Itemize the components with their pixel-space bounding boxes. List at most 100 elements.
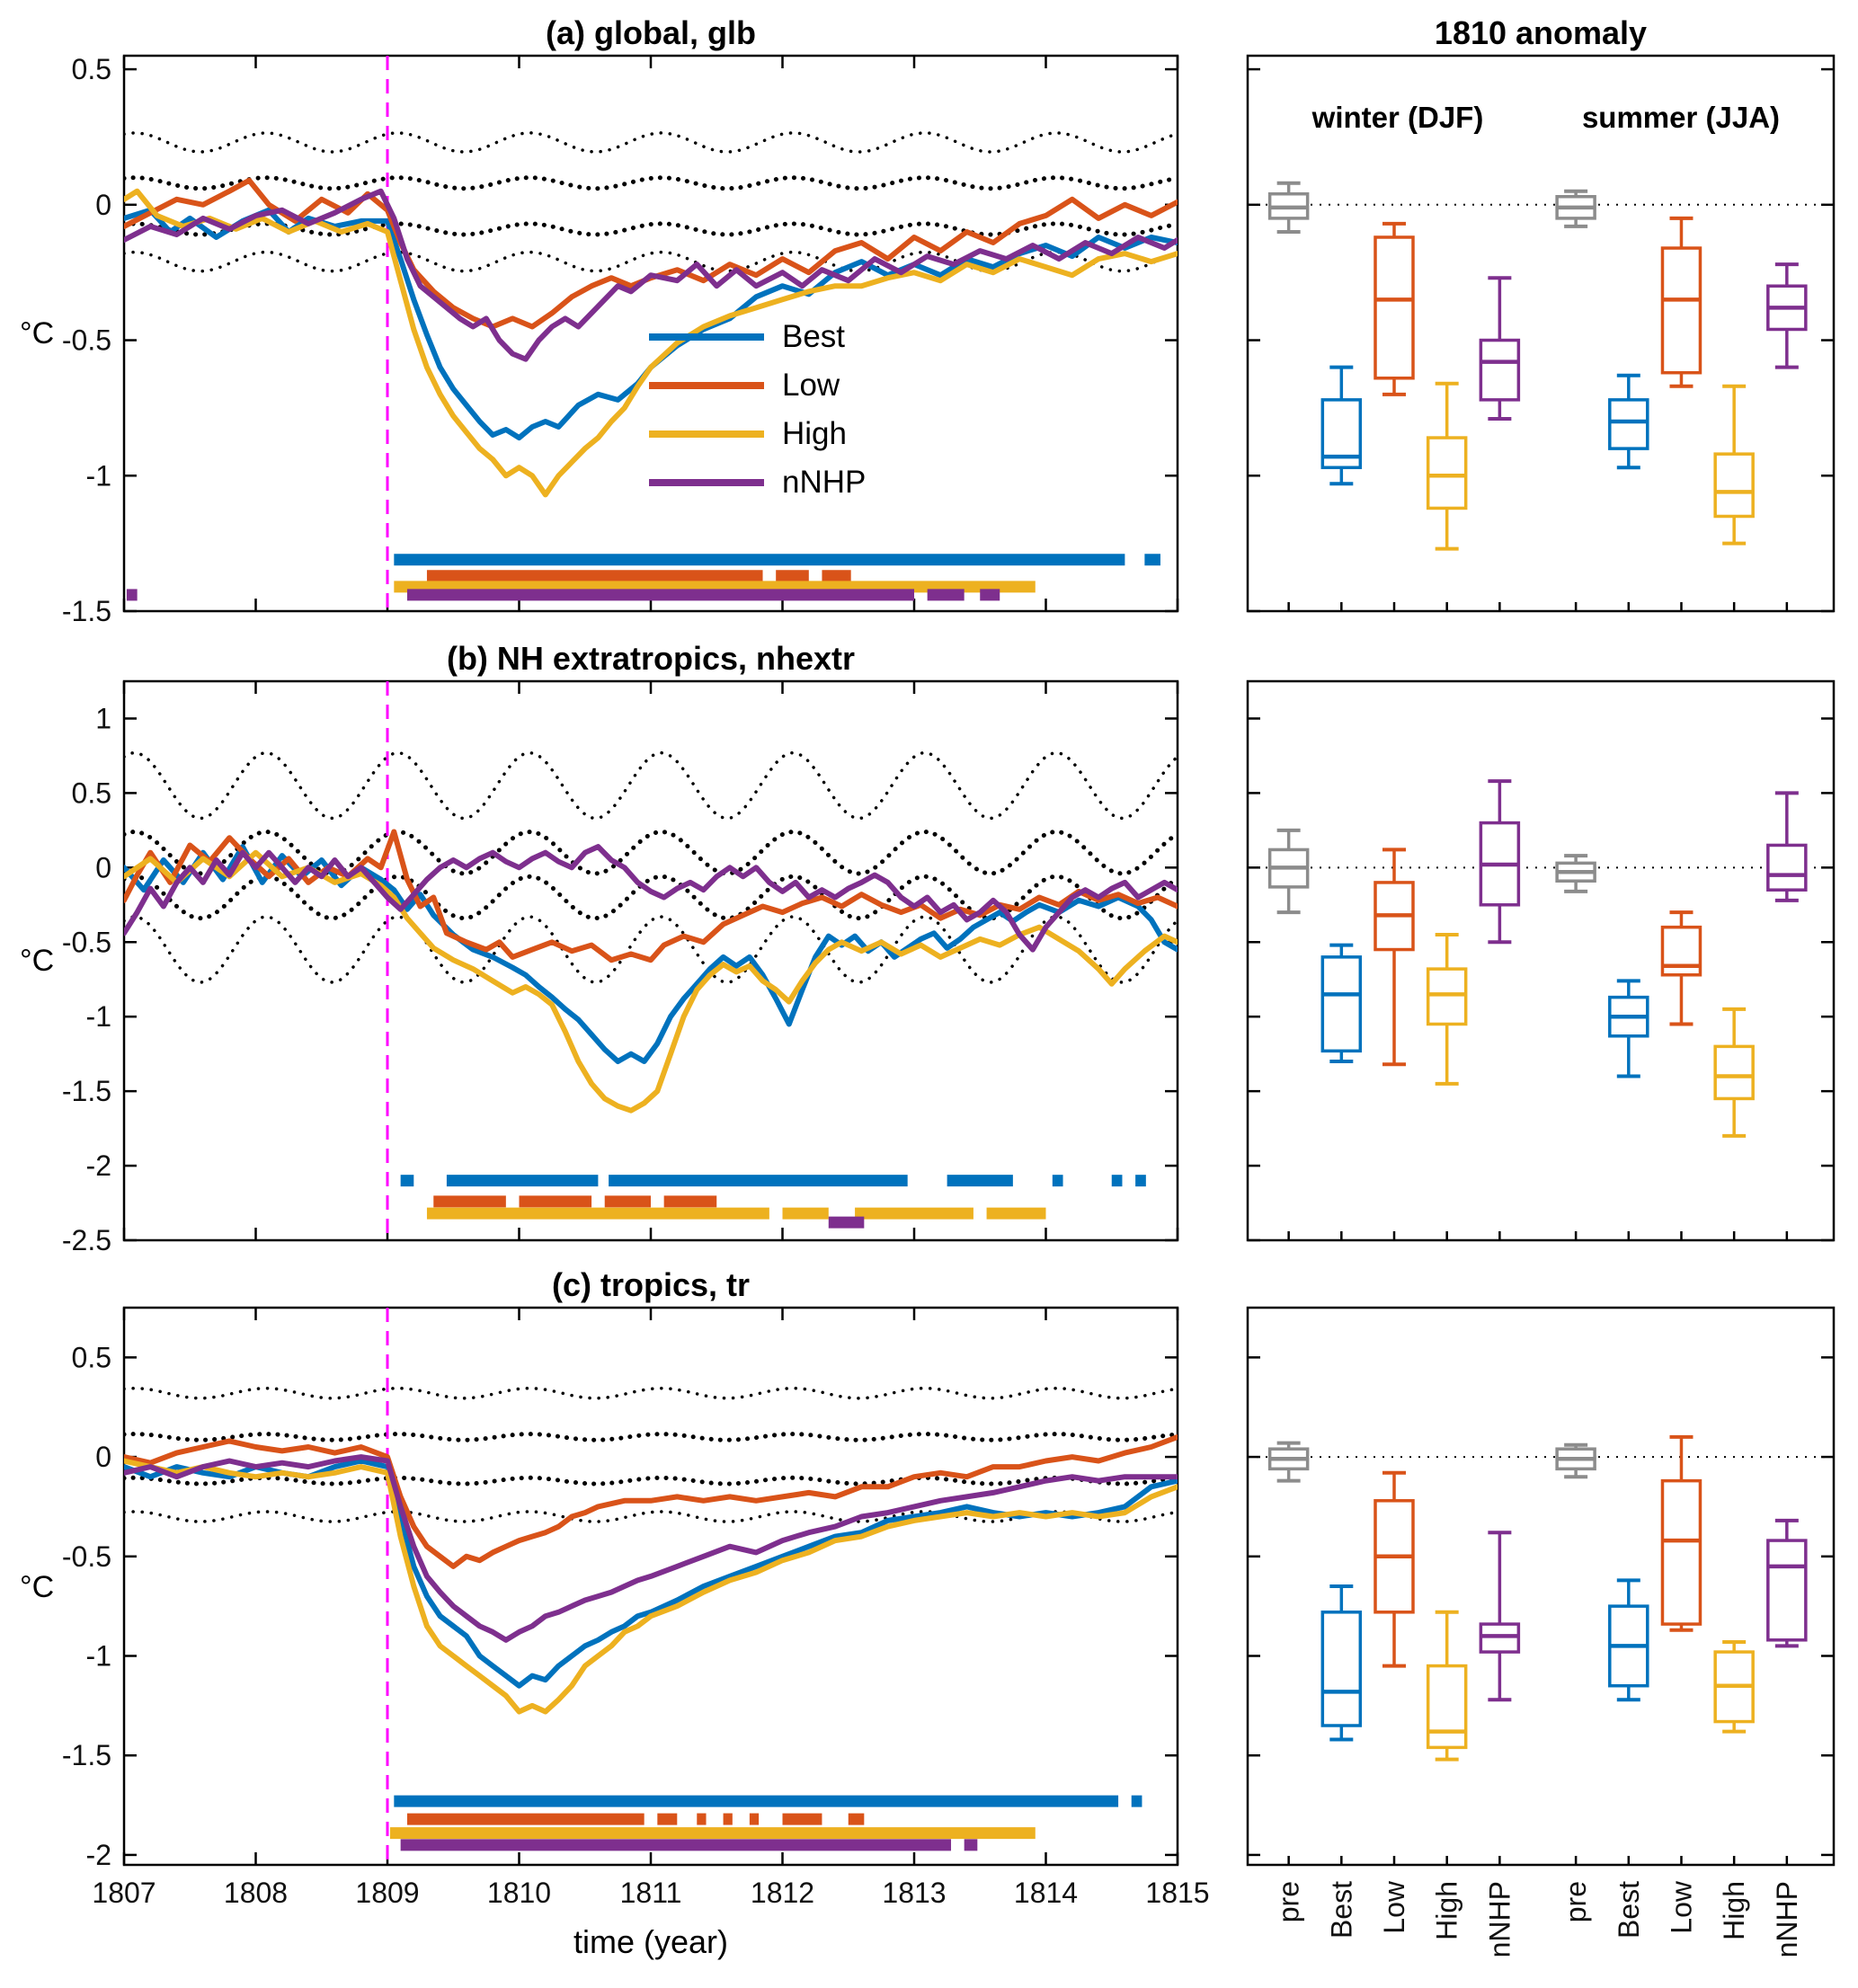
- y-tick-label: 0.5: [72, 53, 111, 85]
- envelope-dotted-line: [124, 131, 1177, 154]
- box-Low: [1373, 235, 1415, 380]
- x-tick-label: 1811: [620, 1877, 682, 1909]
- x-tick-label: 1812: [751, 1877, 814, 1909]
- x-tick-label: 1807: [92, 1877, 156, 1909]
- envelope-dotted-line: [124, 915, 1177, 984]
- y-tick-label: -2: [86, 1149, 111, 1182]
- box-Best: [1320, 1611, 1363, 1727]
- panel-c-ylabel: °C: [20, 1570, 55, 1604]
- legend-swatch-Low: [649, 382, 764, 389]
- legend-swatch-Best: [649, 333, 764, 341]
- axes-frame: [122, 1306, 1179, 1867]
- legend-item-High: High: [649, 410, 866, 458]
- box-panel-5: pre Best Low High nNHP pre Best Low High nNHP: [1246, 1306, 1836, 1957]
- envelope-dotted-line: [124, 175, 1178, 191]
- series-Low: [124, 829, 1178, 963]
- box-Best: [1608, 398, 1649, 450]
- group-label-winter: winter (DJF): [1311, 101, 1484, 134]
- y-tick-label: -2.5: [62, 1224, 111, 1256]
- y-tick-label: 0: [95, 1441, 111, 1473]
- right-column-title: 1810 anomaly: [1434, 14, 1648, 51]
- series-nNHP: [124, 844, 1178, 953]
- category-label-Best: Best: [1613, 1881, 1645, 1939]
- series-High: [124, 849, 1178, 1114]
- category-label-nNHP: nNHP: [1771, 1881, 1803, 1957]
- box-Best: [1320, 955, 1363, 1053]
- box-nNHP: [1766, 843, 1808, 892]
- envelope-dotted-line: [124, 829, 1178, 876]
- x-tick-label: 1814: [1014, 1877, 1078, 1909]
- panel-b-title: (b) NH extratropics, nhextr: [446, 640, 856, 677]
- legend-item-nNHP: nNHP: [649, 458, 866, 507]
- y-tick-label: -1.5: [62, 1739, 111, 1771]
- envelope-dotted-line: [124, 1475, 1178, 1487]
- y-tick-label: 0: [95, 851, 111, 883]
- legend-swatch-High: [649, 430, 764, 438]
- box-High: [1426, 967, 1468, 1026]
- box-panel-3: [1246, 54, 1836, 613]
- category-label-nNHP: nNHP: [1483, 1881, 1516, 1957]
- legend-label: Best: [782, 319, 846, 354]
- series-High: [124, 188, 1178, 498]
- series-Low: [124, 1433, 1178, 1569]
- category-label-High: High: [1718, 1881, 1750, 1940]
- box-High: [1426, 1664, 1468, 1750]
- box-High: [1426, 436, 1468, 510]
- box-High: [1713, 452, 1755, 519]
- panel-a-ylabel: °C: [20, 316, 55, 351]
- box-panel-4: [1246, 679, 1836, 1242]
- axes-frame: [1246, 1306, 1836, 1867]
- category-label-Low: Low: [1378, 1880, 1410, 1934]
- series-Best: [124, 1458, 1178, 1689]
- box-Low: [1660, 246, 1702, 375]
- y-tick-label: -0.5: [62, 324, 111, 357]
- category-label-Low: Low: [1665, 1880, 1697, 1934]
- x-axis-label: time (year): [573, 1923, 729, 1960]
- y-tick-label: -0.5: [62, 1540, 111, 1573]
- x-tick-label: 1813: [882, 1877, 946, 1909]
- y-tick-label: 0.5: [72, 777, 111, 809]
- envelope-dotted-line: [124, 1432, 1178, 1442]
- envelope-dotted-line: [124, 874, 1178, 921]
- series-nNHP: [124, 1454, 1178, 1643]
- series-nNHP: [124, 188, 1178, 362]
- line-panel-2: 0.5 0 -0.5 -1 -1.5 -2 1807 1808 1809 1810 1811 1812…: [62, 1306, 1210, 1909]
- legend-label: Low: [782, 368, 840, 403]
- axes-frame: [1246, 679, 1836, 1242]
- line-panel-1: 1 0.5 0 -0.5 -1 -1.5 -2 -2.5: [62, 679, 1179, 1256]
- box-nNHP: [1766, 1539, 1808, 1642]
- group-label-summer: summer (JJA): [1581, 101, 1781, 134]
- envelope-dotted-line: [124, 221, 1178, 237]
- series-Low: [124, 177, 1178, 330]
- x-tick-label: 1810: [487, 1877, 551, 1909]
- x-tick-label: 1809: [355, 1877, 419, 1909]
- x-tick-label: 1808: [224, 1877, 288, 1909]
- envelope-dotted-line: [124, 750, 1177, 821]
- axes-frame: [1246, 54, 1836, 613]
- y-tick-label: 0: [95, 189, 111, 221]
- y-tick-label: -1.5: [62, 595, 111, 627]
- category-label-High: High: [1431, 1881, 1463, 1940]
- series-High: [124, 1458, 1178, 1715]
- box-High: [1713, 1044, 1755, 1101]
- y-tick-label: -1: [86, 1000, 111, 1033]
- panel-c-title: (c) tropics, tr: [551, 1266, 751, 1303]
- legend-item-Best: Best: [649, 313, 866, 361]
- legend-item-Low: Low: [649, 361, 866, 410]
- y-tick-label: 0.5: [72, 1341, 111, 1373]
- y-tick-label: -1: [86, 459, 111, 492]
- line-panel-0: 0.5 0 -0.5 -1 -1.5: [62, 53, 1179, 627]
- legend-label: High: [782, 416, 847, 451]
- category-label-Best: Best: [1325, 1881, 1357, 1939]
- panel-b-ylabel: °C: [20, 944, 55, 978]
- y-tick-label: -0.5: [62, 926, 111, 958]
- y-tick-label: -1.5: [62, 1075, 111, 1107]
- category-label-pre: pre: [1560, 1881, 1592, 1922]
- box-nNHP: [1479, 338, 1521, 402]
- y-tick-label: -1: [86, 1640, 111, 1673]
- category-label-pre: pre: [1273, 1881, 1305, 1922]
- envelope-dotted-line: [124, 1386, 1177, 1400]
- y-tick-label: 1: [95, 702, 111, 734]
